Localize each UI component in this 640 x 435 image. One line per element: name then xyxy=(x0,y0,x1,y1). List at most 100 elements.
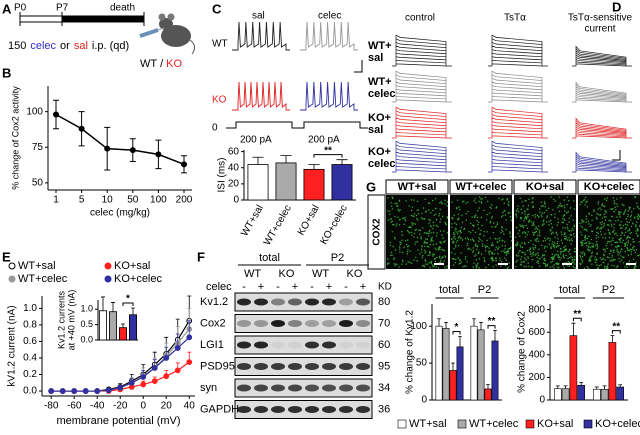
error-bar xyxy=(555,385,560,389)
protein-label: Cox2 xyxy=(200,317,226,329)
bar xyxy=(303,168,325,201)
x-tick-label: 20 xyxy=(161,401,173,412)
data-point xyxy=(105,387,112,394)
significance-label: ** xyxy=(612,321,620,332)
blot-band xyxy=(322,363,336,370)
treatment-sign: + xyxy=(360,281,366,293)
cox2-staining xyxy=(579,196,640,270)
blot-band xyxy=(271,341,285,349)
y-tick-label: 75 xyxy=(32,142,44,153)
timeline-label: P7 xyxy=(56,3,69,14)
bar xyxy=(491,340,499,401)
blot-band xyxy=(356,406,370,413)
data-point xyxy=(181,161,187,168)
data-point xyxy=(140,381,147,388)
x-tick-label: 10 xyxy=(102,195,114,206)
y-tick-label: 800 xyxy=(528,304,545,315)
data-point xyxy=(78,125,85,132)
group-label: total xyxy=(439,284,460,296)
genotype-wt: WT xyxy=(140,58,157,70)
error-bar xyxy=(571,322,576,336)
column-label: sal xyxy=(252,11,265,22)
bar xyxy=(470,325,478,401)
row-label: celec xyxy=(368,88,396,100)
mouse-ear xyxy=(158,13,166,21)
blot-band xyxy=(339,320,353,327)
kd-label: 70 xyxy=(378,317,390,329)
current-step xyxy=(294,121,368,129)
column-header: TsTα-sensitive xyxy=(568,13,633,24)
row-label: KO+ xyxy=(368,146,391,158)
significance-label: ** xyxy=(324,145,332,156)
scale-bar xyxy=(612,150,621,161)
error-bar xyxy=(472,318,476,327)
blot-band xyxy=(339,406,353,413)
y-axis-label: ISI (ms) xyxy=(217,158,228,193)
legend-label: WT+sal xyxy=(409,418,447,430)
y-tick-label: 0 xyxy=(539,395,545,406)
data-point xyxy=(129,147,136,154)
current-traces xyxy=(488,106,548,139)
y-tick-label: 0.6 xyxy=(23,336,37,347)
row-label: celec xyxy=(368,158,396,170)
genotype-label: WT xyxy=(312,268,329,280)
voltage-trace xyxy=(232,81,290,111)
y-tick-label: 0.0 xyxy=(23,386,37,397)
y-tick-label: 20 xyxy=(228,179,240,190)
mouse-tail xyxy=(189,39,196,55)
error-bar xyxy=(618,384,623,388)
y-tick-label: 40 xyxy=(228,162,240,173)
protein-label: GAPDH xyxy=(200,403,239,415)
current-traces xyxy=(392,70,452,103)
current-traces xyxy=(572,117,632,139)
x-tick-label: 0 xyxy=(140,401,146,412)
legend-label: WT+celec xyxy=(469,418,519,430)
treatment-label: celec xyxy=(206,281,232,293)
x-tick-label: -80 xyxy=(44,401,59,412)
blot-band xyxy=(356,320,370,327)
header-box xyxy=(385,179,449,195)
blot-band xyxy=(288,320,302,327)
panel-label: A xyxy=(2,1,12,16)
separator: / xyxy=(160,58,164,70)
y-tick-label: 400 xyxy=(528,349,545,360)
row-label: sal xyxy=(368,124,383,136)
data-point xyxy=(151,365,158,371)
blot-band xyxy=(288,406,302,413)
kd-label: 60 xyxy=(378,339,390,351)
legend-swatch xyxy=(583,419,593,429)
data-point xyxy=(174,345,181,351)
bar xyxy=(577,385,586,401)
legend-marker xyxy=(104,275,112,283)
current-traces xyxy=(572,45,632,67)
blot-band xyxy=(237,363,251,370)
blot-band xyxy=(356,341,370,349)
blot-band xyxy=(237,298,251,306)
blot-band xyxy=(305,341,319,349)
y-tick-label: 0.4 xyxy=(23,353,37,364)
significance-label: ** xyxy=(573,309,581,320)
legend-marker xyxy=(8,262,16,270)
current-traces xyxy=(392,34,452,67)
blot-band xyxy=(305,406,319,413)
data-line xyxy=(55,113,185,166)
blot-band xyxy=(237,406,251,413)
row-label: WT xyxy=(212,39,228,50)
bar xyxy=(484,388,492,401)
significance-bracket xyxy=(487,325,496,329)
genotype-text: WT / KO xyxy=(140,58,183,70)
y-axis-label: Kv1.2 currents xyxy=(56,290,66,349)
column-header: WT+celec xyxy=(455,181,506,193)
row-label: COX2 xyxy=(372,218,383,246)
significance-label: * xyxy=(455,322,459,333)
mouse-body xyxy=(161,25,191,47)
error-bar xyxy=(111,302,115,312)
blot-strip xyxy=(234,335,373,355)
panel-label: F xyxy=(197,249,205,264)
panel-label: C xyxy=(212,1,222,16)
bar xyxy=(109,311,118,341)
legend-label: KO+celec xyxy=(114,273,162,285)
blot-band xyxy=(254,298,268,306)
blot-band xyxy=(271,298,285,306)
legend-marker xyxy=(104,262,112,270)
